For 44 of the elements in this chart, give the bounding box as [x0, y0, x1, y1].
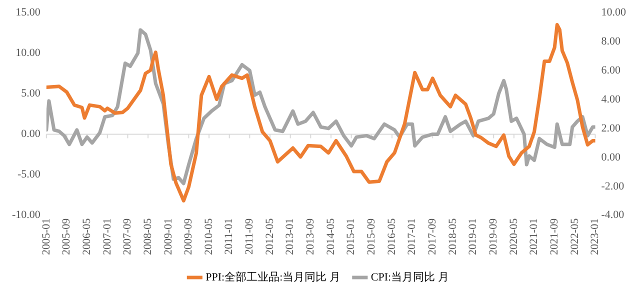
y-tick-label: -10.00: [12, 209, 41, 222]
x-tick-label: 2007-01: [101, 218, 114, 256]
y-tick-label: 0.00: [21, 128, 41, 140]
x-tick-label: 2013-01: [284, 218, 296, 256]
x-tick-label: 2015-01: [345, 218, 358, 256]
x-tick-label: 2005-01: [40, 218, 52, 256]
x-tick-label: 2010-05: [202, 218, 215, 256]
x-tick-label: 2009-01: [162, 218, 174, 256]
x-tick-label: 2011-09: [244, 218, 256, 255]
x-tick-label: 2021-09: [548, 218, 560, 256]
y2-tick-label: 4.00: [601, 93, 621, 106]
x-tick-label: 2011-01: [223, 218, 236, 255]
x-tick-label: 2008-05: [142, 218, 154, 256]
x-tick-label: 2021-01: [528, 218, 540, 256]
y-tick-label: 5.00: [21, 88, 41, 100]
y-tick-label: 15.00: [16, 6, 41, 18]
x-tick-label: 2005-09: [60, 218, 73, 256]
y2-tick-label: 10.00: [601, 6, 626, 18]
x-tick-label: 2014-05: [324, 218, 337, 256]
x-tick-label: 2009-09: [182, 218, 195, 256]
y2-tick-label: 2.00: [601, 122, 621, 134]
y-tick-label: 10.00: [16, 47, 41, 60]
y2-tick-label: 6.00: [601, 64, 621, 76]
x-tick-label: 2020-05: [508, 218, 520, 256]
legend-label: CPI:当月同比 月: [370, 270, 449, 284]
x-tick-label: 2017-01: [406, 218, 418, 256]
y-tick-label: -5.00: [17, 168, 41, 181]
y2-tick-label: -2.00: [601, 180, 625, 192]
x-tick-label: 2016-05: [386, 218, 398, 256]
y2-tick-label: 0.00: [601, 151, 621, 164]
x-tick-label: 2018-05: [446, 218, 459, 256]
legend-label: PPI:全部工业品:当月同比 月: [206, 270, 340, 284]
y2-tick-label: 8.00: [601, 35, 621, 48]
x-tick-label: 2022-05: [568, 218, 581, 256]
x-tick-label: 2019-09: [488, 218, 500, 256]
x-tick-label: 2012-05: [264, 218, 276, 256]
x-tick-label: 2007-09: [122, 218, 134, 256]
y2-tick-label: -4.00: [601, 209, 625, 222]
x-tick-label: 2023-01: [589, 218, 602, 256]
x-tick-label: 2019-01: [467, 218, 480, 256]
x-tick-label: 2015-09: [366, 218, 378, 256]
x-tick-label: 2006-05: [80, 218, 93, 256]
x-tick-label: 2013-09: [304, 218, 317, 256]
x-tick-label: 2017-09: [426, 218, 439, 256]
